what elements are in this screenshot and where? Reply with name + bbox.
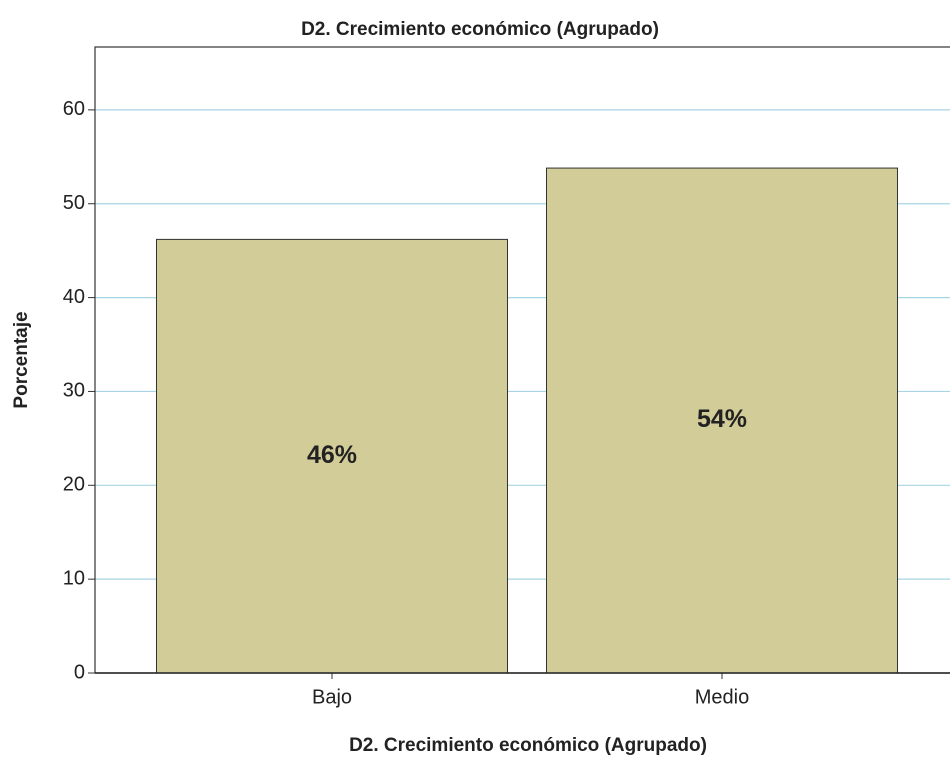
x-axis-label: D2. Crecimiento económico (Agrupado)	[349, 735, 707, 756]
value-label: 46%	[307, 441, 357, 469]
value-label: 54%	[697, 405, 747, 433]
chart-title: D2. Crecimiento económico (Agrupado)	[301, 19, 659, 40]
y-tick-label: 20	[63, 474, 85, 496]
bar	[156, 238, 508, 674]
y-tick-label: 50	[63, 192, 85, 214]
y-tick-label: 40	[63, 286, 85, 308]
bar	[546, 167, 898, 674]
x-tick-label: Bajo	[312, 686, 352, 708]
y-tick-label: 30	[63, 380, 85, 402]
y-tick-label: 0	[74, 661, 85, 683]
y-tick-label: 60	[63, 98, 85, 120]
x-tick-label: Medio	[695, 686, 749, 708]
y-tick-label: 10	[63, 567, 85, 589]
y-axis-label: Porcentaje	[11, 311, 32, 408]
